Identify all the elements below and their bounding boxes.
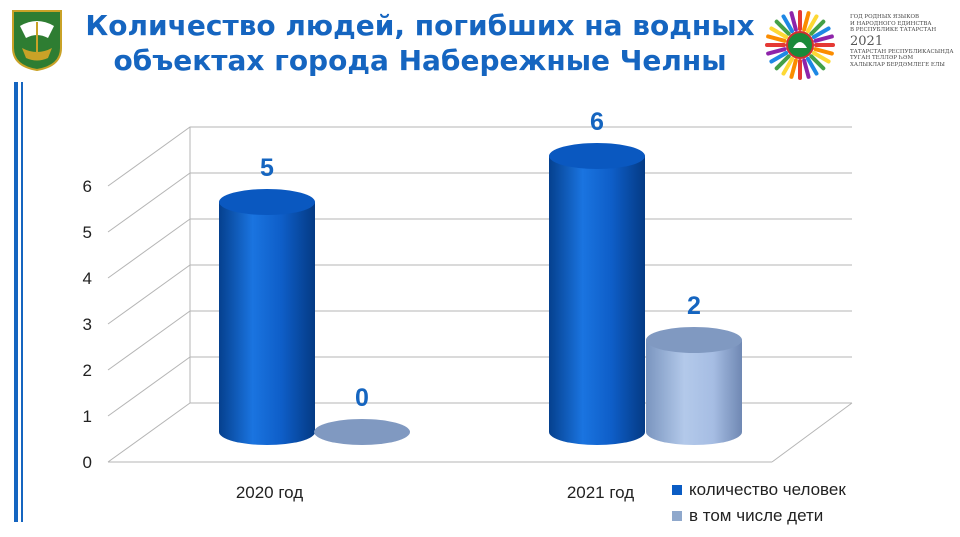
y-tick-label: 6 <box>83 177 92 196</box>
y-tick-label: 2 <box>83 361 92 380</box>
page-title: Количество людей, погибших на водных объ… <box>80 8 760 78</box>
logo-ray <box>766 34 787 43</box>
logo-ray <box>811 26 831 39</box>
data-label: 2 <box>687 292 701 320</box>
logo-ray <box>813 34 834 43</box>
data-label: 0 <box>355 384 369 412</box>
logo-ray <box>811 51 831 64</box>
logo-ray <box>766 47 787 56</box>
gridline <box>107 126 852 187</box>
logo-line-3: В РЕСПУБЛИКЕ ТАТАРСТАН <box>850 27 937 33</box>
legend-label-series-2: в том числе дети <box>689 506 824 525</box>
logo-line-2: И НАРОДНОГО ЕДИНСТВА <box>850 20 932 27</box>
legend-swatch-series-1 <box>672 485 682 495</box>
decorative-vertical-bar <box>14 82 24 522</box>
logo-ray <box>802 11 811 32</box>
legend-item-series-1: количество человек <box>672 477 846 503</box>
bar-top <box>314 419 410 445</box>
logo-line-tt-1: ТАТАРСТАН РЕСПУБЛИКАСЫНДА <box>850 48 954 55</box>
logo-ray <box>806 56 819 76</box>
logo-year: 2021 <box>850 33 884 49</box>
year-of-languages-logo <box>760 6 955 84</box>
data-label: 5 <box>260 154 274 182</box>
x-axis-categories: 2020 год 2021 год <box>236 483 634 502</box>
logo-ray <box>802 58 811 79</box>
sun-emblem-icon <box>765 10 835 80</box>
logo-caption: ГОД РОДНЫХ ЯЗЫКОВ И НАРОДНОГО ЕДИНСТВА В… <box>850 14 960 68</box>
y-tick-label: 3 <box>83 315 92 334</box>
y-tick-label: 5 <box>83 223 92 242</box>
logo-line-tt-2: ТУГАН ТЕЛЛӘР ҺӘМ <box>850 55 914 61</box>
title-line-1: Количество людей, погибших на водных <box>85 9 755 42</box>
logo-line-1: ГОД РОДНЫХ ЯЗЫКОВ <box>850 14 920 20</box>
x-category-label: 2020 год <box>236 483 303 502</box>
floor-right-edge <box>771 402 853 463</box>
logo-ray <box>789 58 798 79</box>
logo-ray <box>806 14 819 34</box>
logo-ray <box>769 26 789 39</box>
legend-item-series-2: в том числе дети <box>672 503 846 529</box>
y-tick-label: 0 <box>83 453 92 472</box>
legend-swatch-series-2 <box>672 511 682 521</box>
bar-top <box>549 143 645 169</box>
y-tick-label: 4 <box>83 269 92 288</box>
bar-body <box>646 340 742 445</box>
logo-ray <box>813 47 834 56</box>
logo-ray <box>789 11 798 32</box>
y-axis-ticks: 0 1 2 3 4 5 6 <box>83 177 92 472</box>
logo-ray <box>774 54 791 71</box>
bar-top <box>646 327 742 353</box>
chart-bars <box>219 143 742 445</box>
chart-legend: количество человек в том числе дети <box>672 477 846 529</box>
bar-body <box>219 202 315 445</box>
logo-ray <box>769 51 789 64</box>
bar-body <box>549 156 645 445</box>
logo-line-tt-3: ХАЛЫКЛАР БЕРДӘМЛЕГЕ ЕЛЫ <box>850 61 945 68</box>
logo-ray <box>809 19 826 36</box>
logo-ray <box>781 56 794 76</box>
logo-ray <box>781 14 794 34</box>
legend-label-series-1: количество человек <box>689 480 846 499</box>
logo-ray <box>809 54 826 71</box>
city-emblem <box>10 8 64 72</box>
data-label: 6 <box>590 108 604 136</box>
logo-ray <box>774 19 791 36</box>
y-tick-label: 1 <box>83 407 92 426</box>
bar-top <box>219 189 315 215</box>
chart-data-labels: 5 0 6 2 <box>260 108 701 412</box>
x-category-label: 2021 год <box>567 483 634 502</box>
title-line-2: объектах города Набережные Челны <box>113 44 727 77</box>
